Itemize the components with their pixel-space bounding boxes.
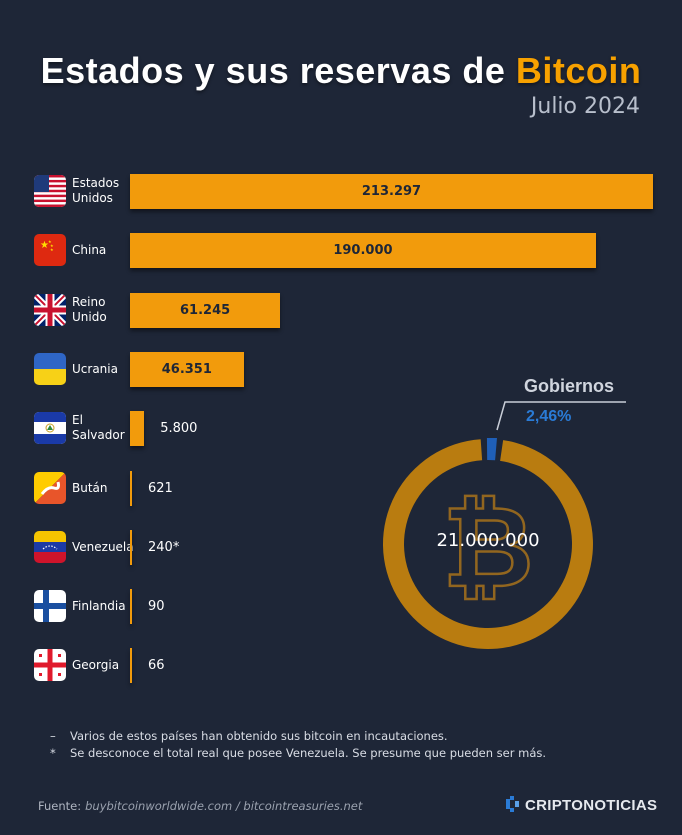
country-label: China bbox=[72, 243, 107, 258]
bar-value-label: 5.800 bbox=[160, 421, 198, 437]
country-label: Estados Unidos bbox=[72, 176, 120, 205]
svg-text:₿: ₿ bbox=[442, 483, 533, 613]
flag-finlandia-icon bbox=[34, 590, 66, 623]
flag-el-salvador-icon bbox=[34, 412, 66, 445]
country-label: Georgia bbox=[72, 658, 120, 673]
footnotes: – Varios de estos países han obtenido sus… bbox=[50, 728, 546, 762]
bar bbox=[130, 174, 653, 209]
svg-text:★: ★ bbox=[48, 239, 52, 244]
flag-estados-unidos-icon bbox=[34, 175, 66, 207]
gov-slice-percent: 2,46% bbox=[526, 408, 572, 425]
bar-value-label: 46.351 bbox=[161, 361, 212, 377]
source-line: Fuente: buybitcoinworldwide.com / bitcoin… bbox=[38, 799, 362, 813]
footnote-1: – Varios de estos países han obtenido sus… bbox=[50, 729, 448, 743]
country-label: Bután bbox=[72, 480, 108, 495]
brand-mark-icon bbox=[506, 796, 519, 812]
bar-value-label: 213.297 bbox=[361, 184, 422, 199]
bar-value-label: 66 bbox=[148, 658, 165, 674]
source-label: Fuente: bbox=[38, 799, 82, 813]
donut-total-label: 21.000.000 bbox=[436, 530, 540, 551]
bitcoin-icon: ₿ bbox=[441, 482, 535, 615]
country-label: Finlandia bbox=[72, 599, 126, 614]
donut-svg: ₿ bbox=[382, 429, 593, 650]
country-label: Reino Unido bbox=[72, 294, 107, 324]
donut-chart: ₿ 21.000.000 bbox=[382, 429, 594, 650]
svg-text:★: ★ bbox=[50, 247, 54, 252]
gov-slice-label: Gobiernos bbox=[524, 376, 615, 396]
bar bbox=[130, 233, 596, 269]
flag-venezuela-icon bbox=[34, 530, 66, 563]
flag-china-icon: ★ ★ ★ ★ bbox=[34, 234, 66, 267]
source-text: buybitcoinworldwide.com / bitcointreasur… bbox=[85, 799, 363, 813]
flag-ucrania-icon bbox=[34, 352, 66, 385]
title-main: Estados y sus reservas de bbox=[40, 50, 516, 91]
chart-subtitle: Julio 2024 bbox=[530, 94, 640, 119]
footnote-2: * Se desconoce el total real que posee Ve… bbox=[50, 746, 547, 760]
country-label: El Salvador bbox=[72, 413, 125, 443]
bar bbox=[130, 411, 145, 447]
flag-butan-icon bbox=[34, 471, 66, 504]
bar bbox=[130, 470, 132, 506]
country-label: Venezuela bbox=[72, 539, 134, 554]
flag-reino-unido-icon bbox=[34, 293, 66, 326]
country-label: Ucrania bbox=[72, 361, 118, 376]
brand-logo: CRIPTONOTICIAS bbox=[506, 796, 657, 814]
bar-value-label: 190.000 bbox=[333, 243, 393, 259]
bar bbox=[130, 292, 281, 328]
bar-value-label: 61.245 bbox=[179, 302, 231, 318]
flag-georgia-icon bbox=[34, 649, 66, 682]
bar bbox=[130, 648, 132, 684]
svg-text:★: ★ bbox=[40, 240, 49, 251]
bar-value-label: 240* bbox=[148, 539, 180, 555]
chart-title: Estados y sus reservas de Bitcoin bbox=[0, 50, 682, 92]
bar bbox=[130, 351, 244, 387]
bar bbox=[130, 589, 132, 625]
bar-value-label: 621 bbox=[148, 480, 173, 496]
svg-text:★: ★ bbox=[50, 243, 54, 248]
title-accent: Bitcoin bbox=[515, 50, 642, 91]
bar bbox=[130, 529, 132, 565]
bar-value-label: 90 bbox=[148, 599, 165, 615]
